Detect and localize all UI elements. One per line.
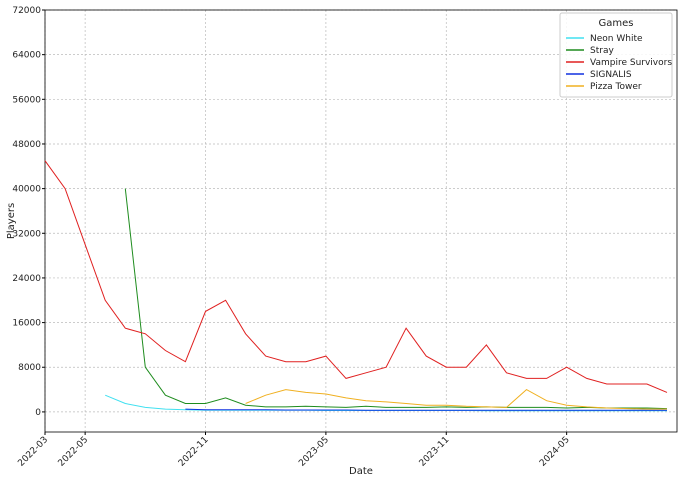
y-tick-label: 8000 <box>18 363 41 373</box>
y-tick-label: 24000 <box>12 274 41 284</box>
x-axis-label: Date <box>349 466 373 477</box>
y-tick-label: 40000 <box>12 185 41 195</box>
legend-box <box>559 12 673 98</box>
series-line <box>124 188 668 410</box>
plot-frame <box>44 9 678 433</box>
x-tick-label: 2023-05 <box>297 435 331 469</box>
legend-title: Games <box>599 18 634 29</box>
y-axis-label: Players <box>6 203 17 239</box>
legend-label: Neon White <box>590 34 643 44</box>
x-tick-label: 2024-05 <box>538 435 572 469</box>
x-tick-label: 2023-11 <box>418 435 452 469</box>
legend-label: Stray <box>590 46 614 56</box>
x-tick-label: 2022-03 <box>16 435 50 469</box>
series-line <box>185 408 667 411</box>
legend-label: Vampire Survivors <box>590 58 672 68</box>
x-tick-label: 2022-05 <box>57 435 91 469</box>
x-tick-label: 2022-11 <box>177 435 211 469</box>
y-tick-label: 16000 <box>12 319 41 329</box>
y-tick-label: 72000 <box>12 6 41 16</box>
y-tick-label: 32000 <box>12 229 41 239</box>
y-tick-label: 64000 <box>12 51 41 61</box>
y-tick-label: 0 <box>35 408 41 418</box>
series-line <box>245 388 667 410</box>
legend-label: Pizza Tower <box>590 82 642 92</box>
series-line <box>44 160 668 393</box>
y-tick-label: 48000 <box>12 140 41 150</box>
legend-label: SIGNALIS <box>590 70 632 80</box>
y-tick-label: 56000 <box>12 95 41 105</box>
